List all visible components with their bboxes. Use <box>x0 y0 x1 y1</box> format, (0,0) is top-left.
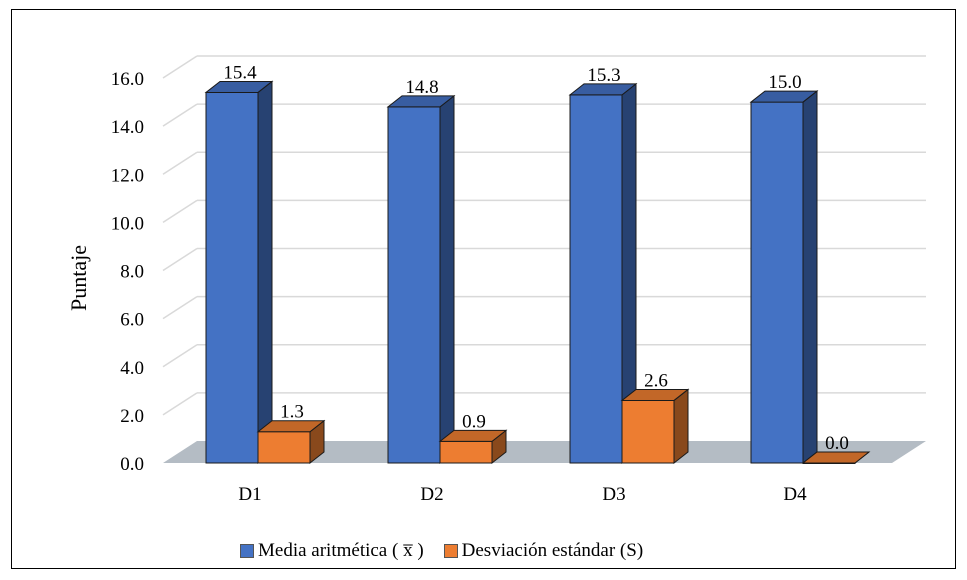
data-label-mean-d3: 15.3 <box>587 65 620 86</box>
legend: Media aritmética ( x̅ ) Desviación están… <box>240 540 657 562</box>
data-label-mean-d4: 15.0 <box>768 72 801 93</box>
data-label-sd-d2: 0.9 <box>462 411 486 432</box>
data-labels: 15.4 1.3 14.8 0.9 15.3 2.6 15.0 0.0 <box>223 62 849 454</box>
bar-mean-d3 <box>568 82 638 465</box>
data-label-sd-d4: 0.0 <box>825 433 849 454</box>
bar-mean-d1 <box>204 80 274 465</box>
x-tick-labels: D1 D2 D3 D4 <box>238 484 807 505</box>
gridline-depth <box>162 55 198 79</box>
x-tick-label-d3: D3 <box>602 484 625 505</box>
y-tick-label: 8.0 <box>120 262 144 283</box>
legend-item-sd: Desviación estándar (S) <box>443 540 644 562</box>
x-tick-label-d1: D1 <box>238 484 261 505</box>
legend-swatch-sd <box>443 544 458 558</box>
floor-plane <box>163 441 926 463</box>
gridline-depth <box>162 392 198 416</box>
gridline-depth <box>162 103 198 127</box>
bar-mean-d4 <box>749 90 819 465</box>
y-axis-label: Puntaje <box>66 245 91 311</box>
y-tick-label: 0.0 <box>120 454 144 475</box>
gridline-depth <box>162 151 198 175</box>
y-tick-label: 10.0 <box>111 213 144 234</box>
legend-swatch-mean <box>240 544 254 558</box>
bar-sd-d3 <box>620 388 690 465</box>
bars <box>204 80 871 465</box>
data-label-sd-d1: 1.3 <box>280 402 304 423</box>
y-tick-label: 12.0 <box>111 165 144 186</box>
gridline-depth <box>162 295 198 320</box>
gridline-depth <box>162 199 198 224</box>
bar-sd-d2 <box>438 429 508 465</box>
data-label-mean-d1: 15.4 <box>223 62 257 83</box>
gridline-depth <box>162 344 198 368</box>
y-tick-label: 6.0 <box>120 310 144 331</box>
data-label-mean-d2: 14.8 <box>405 77 438 98</box>
y-tick-label: 14.0 <box>111 117 144 138</box>
y-tick-label: 2.0 <box>120 406 144 427</box>
bar-sd-d1 <box>256 419 326 465</box>
legend-item-mean: Media aritmética ( x̅ ) <box>240 540 424 562</box>
bar-mean-d2 <box>386 94 456 465</box>
gridline-depth <box>162 247 198 272</box>
legend-label-sd: Desviación estándar (S) <box>461 540 644 561</box>
x-tick-label-d4: D4 <box>783 484 807 505</box>
bar-sd-d4 <box>801 451 871 464</box>
data-label-sd-d3: 2.6 <box>644 370 668 391</box>
y-tick-labels: 0.0 2.0 4.0 6.0 8.0 10.0 12.0 14.0 16.0 <box>111 69 144 475</box>
y-tick-label: 16.0 <box>111 69 144 90</box>
legend-label-mean: Media aritmética ( x̅ ) <box>258 540 424 561</box>
x-tick-label-d2: D2 <box>420 484 443 505</box>
y-tick-label: 4.0 <box>120 358 144 379</box>
chart-floor <box>163 441 926 463</box>
